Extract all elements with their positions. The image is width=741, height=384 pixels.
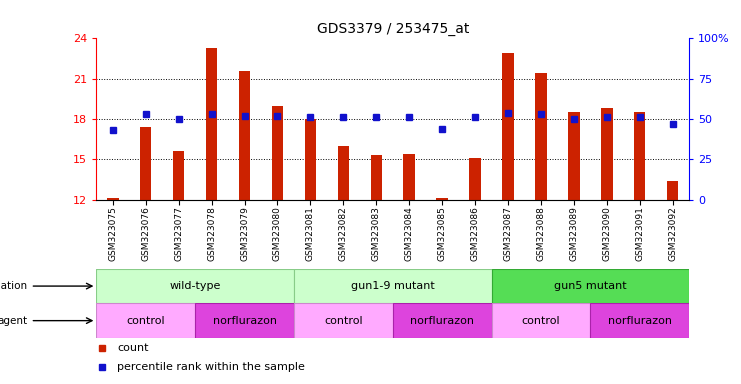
Bar <box>96 303 195 338</box>
Bar <box>173 151 185 200</box>
Bar <box>294 303 393 338</box>
Bar <box>568 112 579 200</box>
Text: control: control <box>324 316 362 326</box>
Bar <box>469 158 481 200</box>
Text: percentile rank within the sample: percentile rank within the sample <box>117 362 305 372</box>
Bar <box>305 119 316 200</box>
Bar <box>601 108 613 200</box>
Bar <box>436 198 448 200</box>
Bar <box>502 53 514 200</box>
Text: agent: agent <box>0 316 27 326</box>
Bar <box>491 269 689 303</box>
Bar <box>107 198 119 200</box>
Text: wild-type: wild-type <box>170 281 221 291</box>
Bar <box>667 181 679 200</box>
Bar <box>96 269 294 303</box>
Bar <box>195 303 294 338</box>
Text: norflurazon: norflurazon <box>608 316 672 326</box>
Text: norflurazon: norflurazon <box>410 316 474 326</box>
Bar <box>535 73 547 200</box>
Bar <box>634 112 645 200</box>
Bar <box>491 303 591 338</box>
Bar <box>272 106 283 200</box>
Text: gun5 mutant: gun5 mutant <box>554 281 627 291</box>
Bar <box>338 146 349 200</box>
Text: gun1-9 mutant: gun1-9 mutant <box>350 281 435 291</box>
Text: control: control <box>127 316 165 326</box>
Text: count: count <box>117 343 149 353</box>
Bar <box>370 155 382 200</box>
Bar <box>206 48 217 200</box>
Bar <box>294 269 491 303</box>
Bar <box>403 154 415 200</box>
Bar <box>591 303 689 338</box>
Bar <box>393 303 491 338</box>
Bar <box>140 127 151 200</box>
Title: GDS3379 / 253475_at: GDS3379 / 253475_at <box>316 22 469 36</box>
Text: control: control <box>522 316 560 326</box>
Text: norflurazon: norflurazon <box>213 316 276 326</box>
Bar <box>239 71 250 200</box>
Text: genotype/variation: genotype/variation <box>0 281 27 291</box>
